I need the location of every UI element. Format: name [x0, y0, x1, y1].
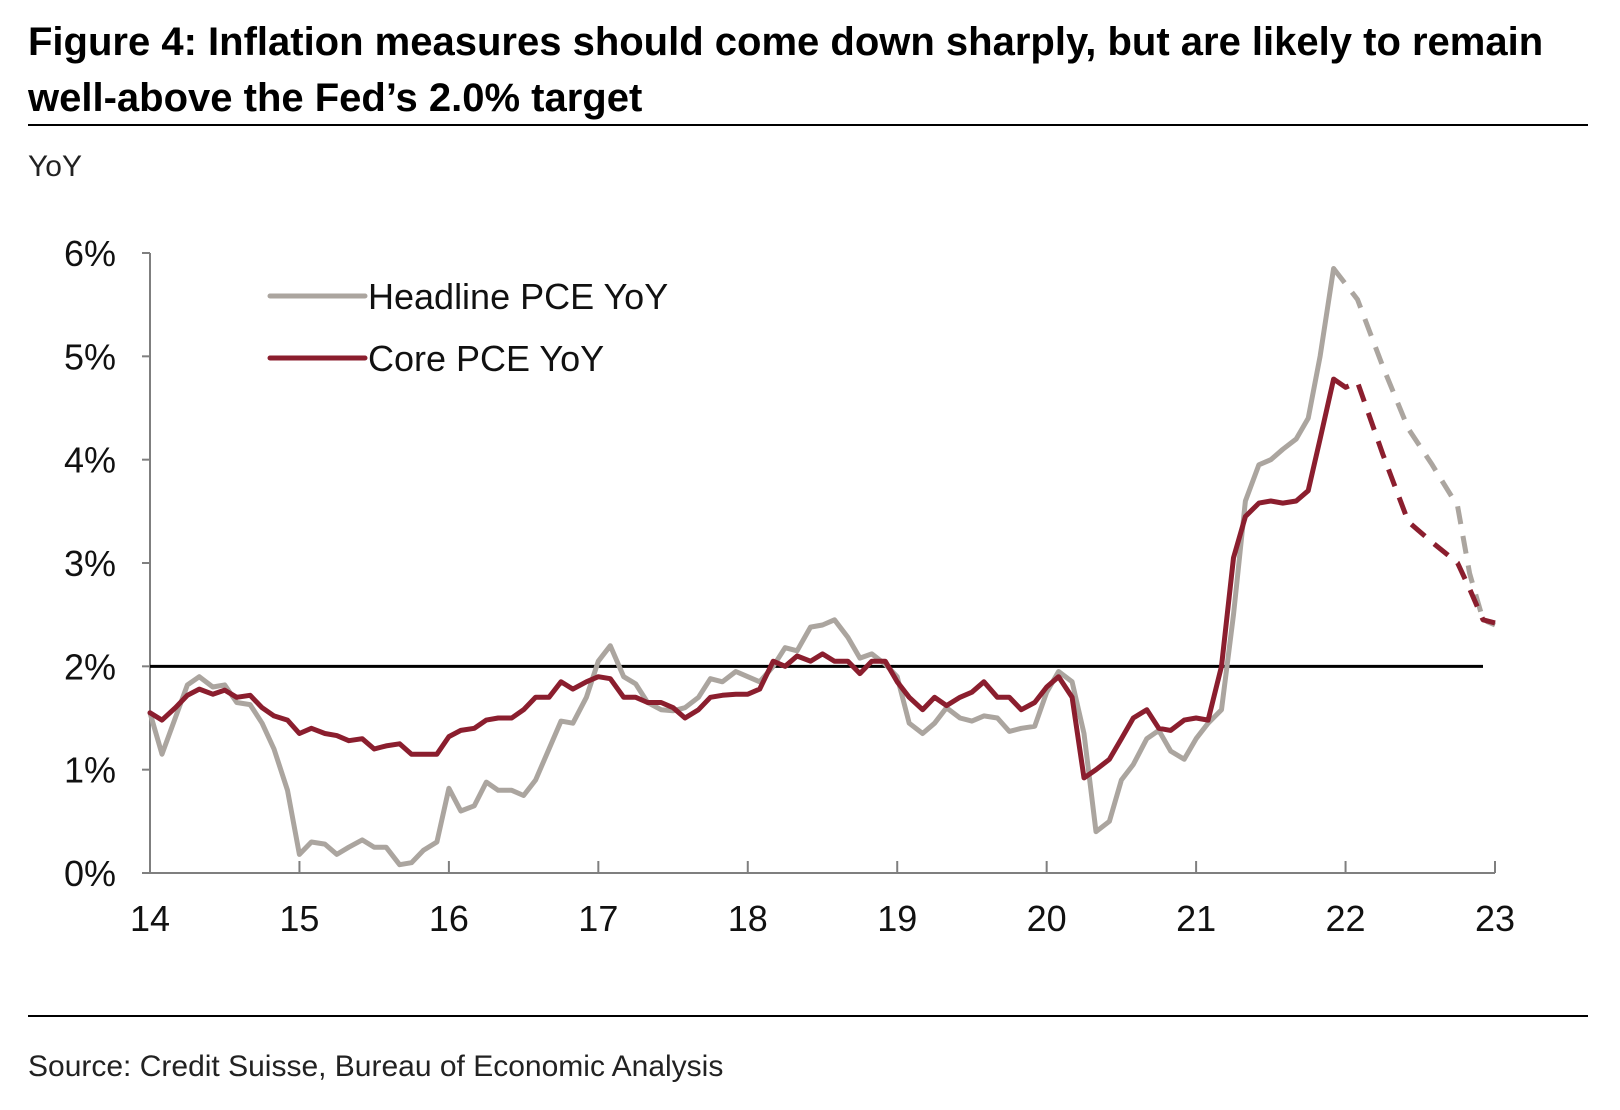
headline-pce-yoy-actual-line [147, 266, 1337, 868]
y-tick-label: 3% [64, 543, 116, 584]
chart-title: Figure 4: Inflation measures should come… [28, 20, 1544, 120]
source-note: Source: Credit Suisse, Bureau of Economi… [28, 1050, 724, 1083]
core-pce-yoy-actual-line [147, 376, 1337, 781]
core-pce-yoy-forecast-line [1332, 377, 1496, 626]
series-group [147, 266, 1496, 868]
title-divider [28, 124, 1588, 126]
source-divider [28, 1015, 1588, 1017]
legend: Headline PCE YoY Core PCE YoY [267, 276, 668, 379]
y-tick-label: 4% [64, 440, 116, 481]
x-tick-label: 14 [130, 898, 170, 939]
y-tick-label: 2% [64, 646, 116, 687]
x-tick-label: 22 [1326, 898, 1366, 939]
y-tick-label: 1% [64, 750, 116, 791]
axes: 0% 1% 2% 3% 4% 5% 6% 14 15 16 17 18 19 20 21 22 23 [64, 233, 1515, 939]
y-tick-label: 6% [64, 233, 116, 274]
x-tick-label: 15 [279, 898, 319, 939]
x-tick-label: 17 [578, 898, 618, 939]
headline-pce-yoy-forecast-line [1331, 266, 1496, 628]
legend-label-core-pce-yoy: Core PCE YoY [368, 338, 604, 379]
x-tick-label: 16 [429, 898, 469, 939]
x-tick-label: 20 [1027, 898, 1067, 939]
x-tick-label: 21 [1176, 898, 1216, 939]
x-tick-label: 23 [1475, 898, 1515, 939]
y-tick-label: 5% [64, 336, 116, 377]
x-tick-label: 18 [728, 898, 768, 939]
y-unit-label: YoY [28, 150, 82, 183]
x-tick-label: 19 [877, 898, 917, 939]
y-tick-label: 0% [64, 853, 116, 894]
legend-label-headline-pce-yoy: Headline PCE YoY [368, 276, 668, 317]
